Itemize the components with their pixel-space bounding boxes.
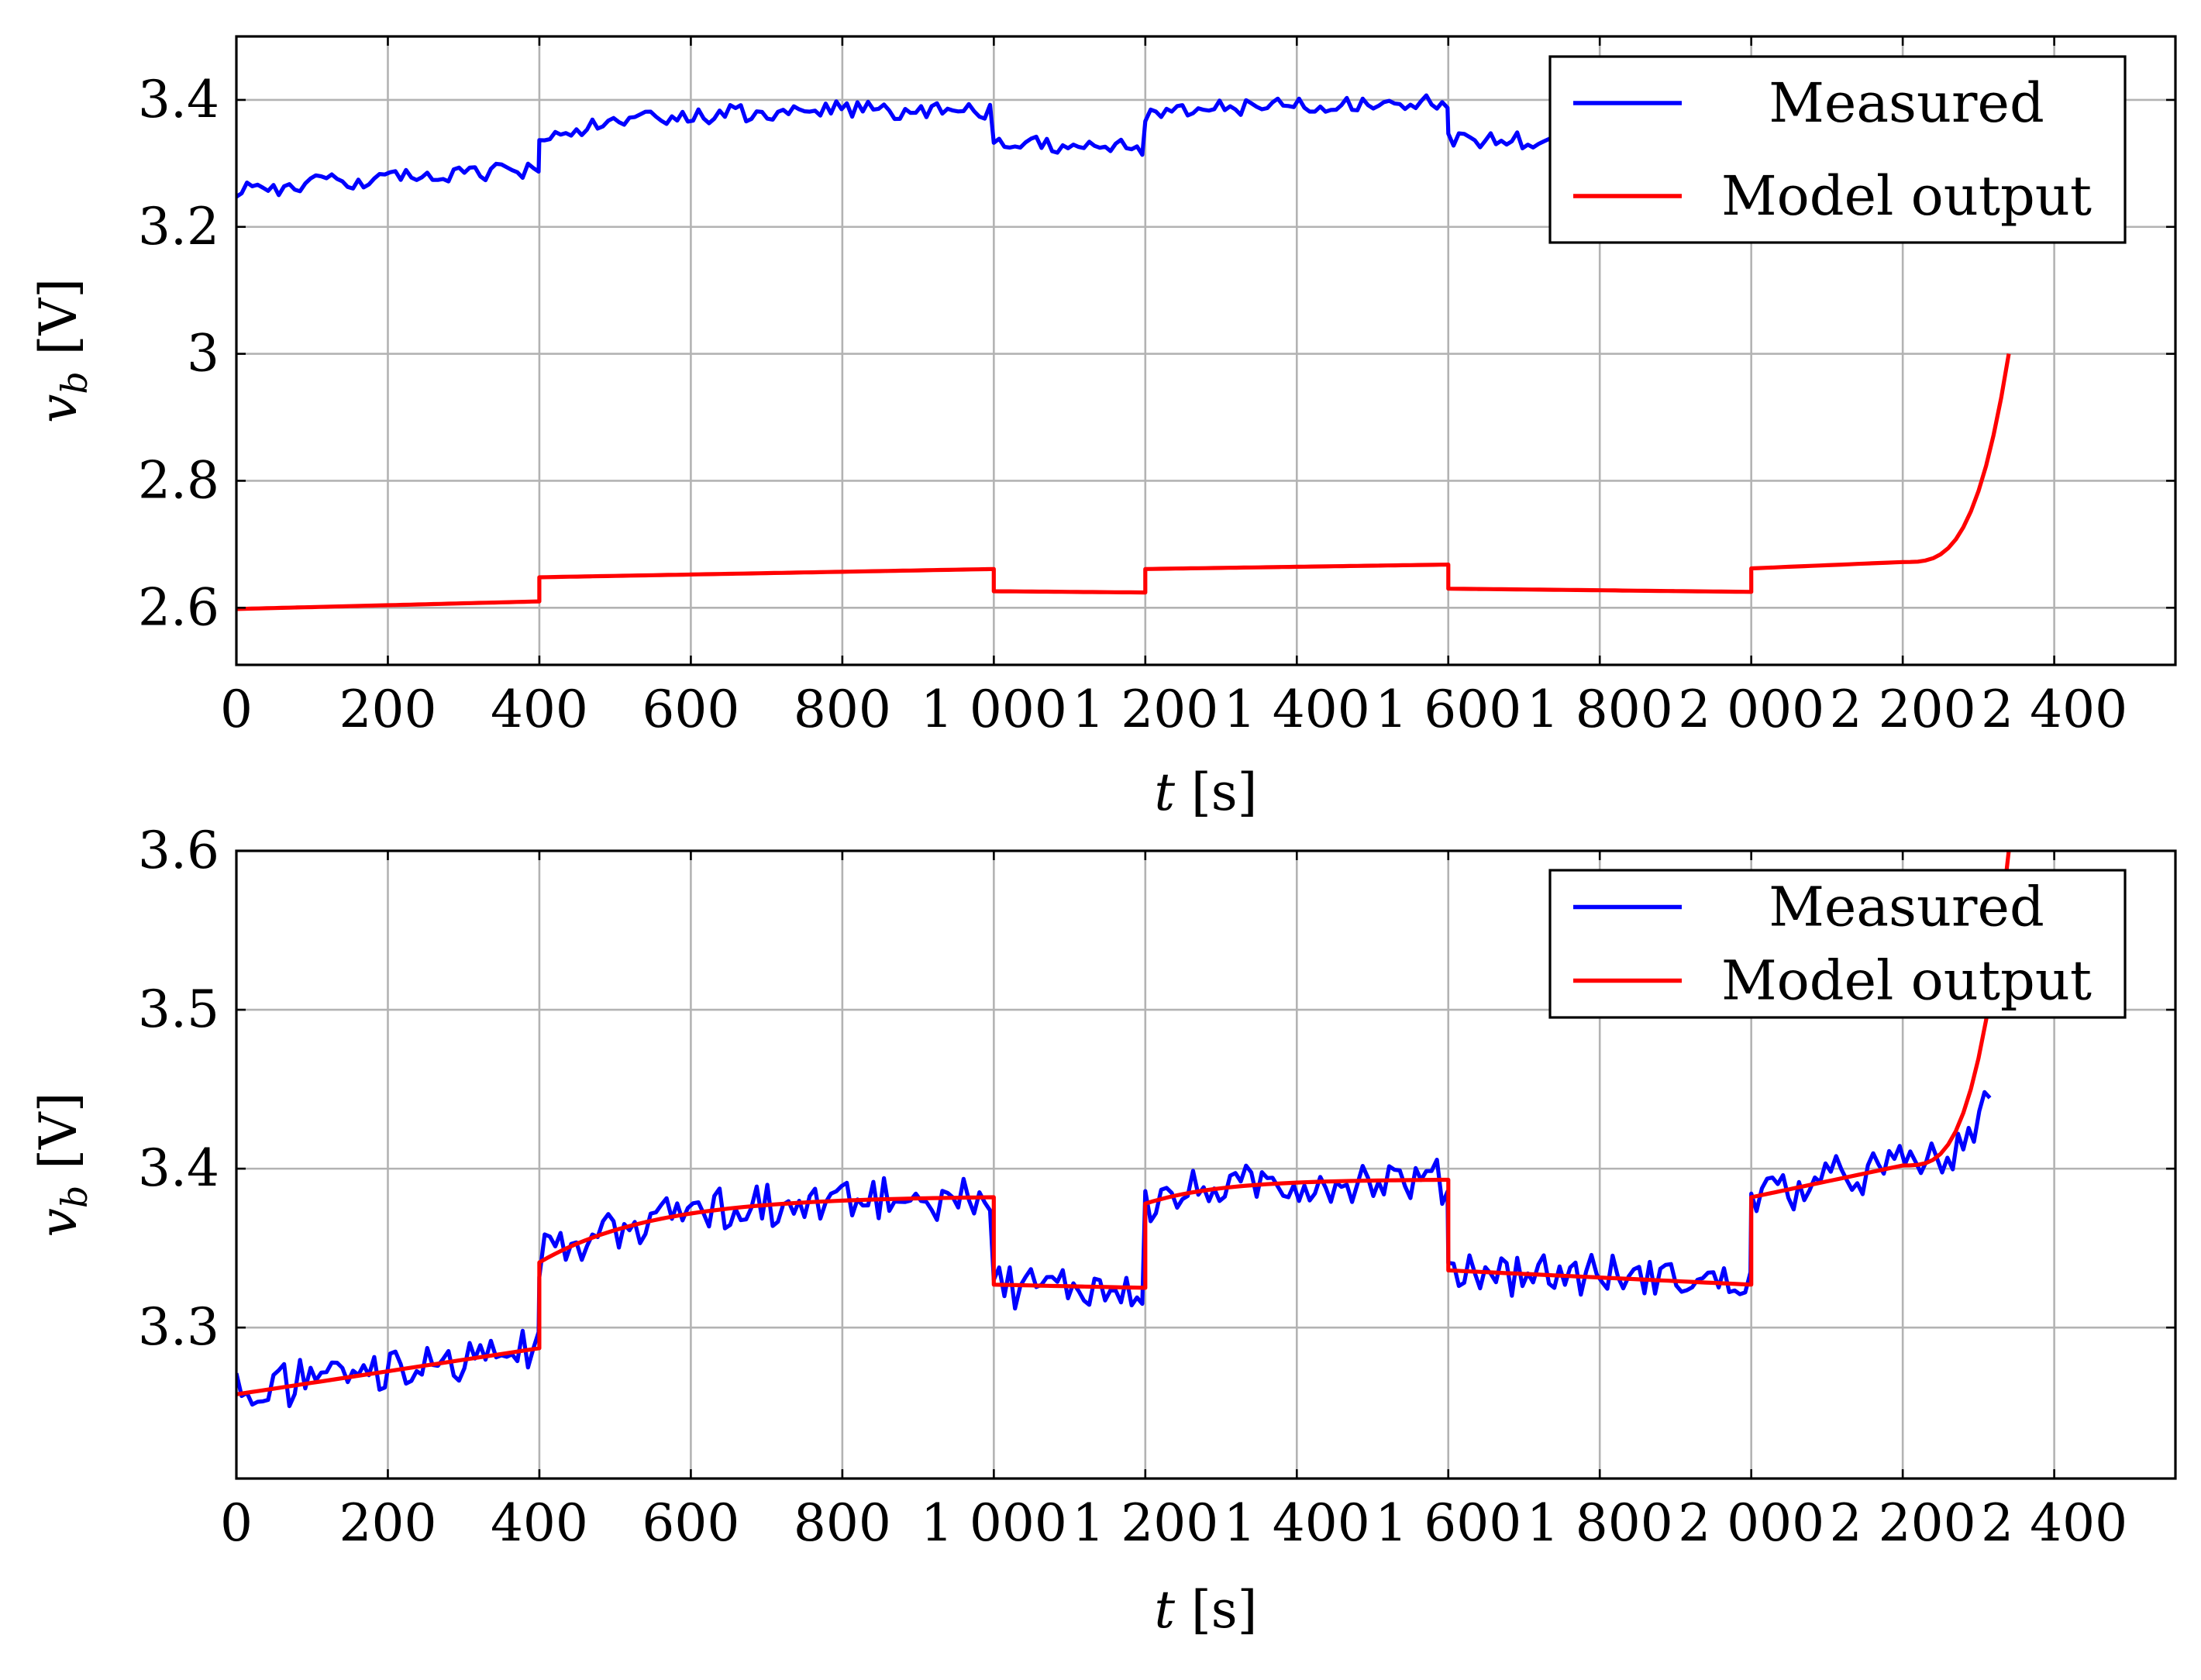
y-axis-label: vb [V] bbox=[29, 278, 95, 423]
x-tick-label: 2 200 bbox=[1830, 680, 1976, 739]
legend-measured-label: Measured bbox=[1769, 876, 2044, 939]
x-tick-label: 1 400 bbox=[1224, 1493, 1370, 1553]
y-tick-label: 3.2 bbox=[138, 197, 219, 256]
series-group bbox=[236, 851, 2011, 1409]
x-axis-label: t [s] bbox=[1155, 763, 1258, 822]
x-tick-label: 2 000 bbox=[1678, 1493, 1824, 1553]
y-tick-label: 3 bbox=[187, 324, 219, 384]
y-axis-variable: v bbox=[29, 394, 88, 423]
plot-frame bbox=[235, 35, 2177, 666]
x-tick-label: 200 bbox=[339, 1493, 436, 1553]
x-axis-unit: [s] bbox=[1175, 1580, 1257, 1640]
x-tick-label: 1 600 bbox=[1375, 1493, 1521, 1553]
plot-frame bbox=[235, 849, 2177, 1480]
y-tick-label: 3.4 bbox=[138, 1138, 219, 1198]
legend-model-label: Model output bbox=[1721, 164, 2092, 228]
y-axis-variable: v bbox=[29, 1208, 88, 1237]
x-tick-label: 2 200 bbox=[1830, 1493, 1976, 1553]
y-axis-label: vb [V] bbox=[29, 1093, 95, 1238]
model-output-series-line bbox=[236, 353, 2011, 611]
x-axis-unit: [s] bbox=[1175, 763, 1257, 822]
x-tick-label: 400 bbox=[491, 680, 588, 739]
y-axis-unit: [V] bbox=[29, 1093, 88, 1186]
x-tick-label: 400 bbox=[491, 1493, 588, 1553]
x-axis-variable: t bbox=[1155, 763, 1176, 822]
legend: Measured Model output bbox=[1548, 869, 2127, 1019]
legend-box bbox=[1548, 869, 2127, 1019]
x-tick-label: 200 bbox=[339, 680, 436, 739]
y-tick-label: 3.3 bbox=[138, 1297, 219, 1357]
y-tick-label: 3.6 bbox=[138, 821, 219, 880]
x-tick-label: 800 bbox=[794, 1493, 891, 1553]
y-tick-label: 2.6 bbox=[138, 577, 219, 637]
x-tick-label: 1 000 bbox=[921, 680, 1067, 739]
x-tick-label: 1 200 bbox=[1072, 1493, 1218, 1553]
x-tick-label: 2 000 bbox=[1678, 680, 1824, 739]
top-chart-panel: 0 200 400 600 800 1 000 1 200 1 400 1 600 1 800 2 … bbox=[29, 35, 2177, 822]
x-tick-label: 600 bbox=[642, 680, 739, 739]
x-tick-label: 1 800 bbox=[1527, 1493, 1673, 1553]
legend-measured-label: Measured bbox=[1769, 71, 2044, 135]
x-tick-label: 1 000 bbox=[921, 1493, 1067, 1553]
y-tick-label: 3.5 bbox=[138, 979, 219, 1039]
x-tick-label: 1 800 bbox=[1527, 680, 1673, 739]
measured-series-line bbox=[236, 1090, 1992, 1409]
x-tick-label: 0 bbox=[220, 1493, 253, 1553]
legend-model-label: Model output bbox=[1721, 949, 2092, 1013]
x-tick-label: 1 200 bbox=[1072, 680, 1218, 739]
model-output-series-line bbox=[236, 851, 2011, 1396]
x-tick-label: 1 600 bbox=[1375, 680, 1521, 739]
x-tick-label: 0 bbox=[220, 680, 253, 739]
x-tick-label: 1 400 bbox=[1224, 680, 1370, 739]
y-axis-subscript: b bbox=[53, 1186, 95, 1208]
x-axis-variable: t bbox=[1155, 1580, 1176, 1640]
bottom-chart-panel: 0 200 400 600 800 1 000 1 200 1 400 1 600 1 800 2 … bbox=[29, 821, 2177, 1640]
x-tick-label: 2 400 bbox=[1981, 680, 2127, 739]
y-axis-unit: [V] bbox=[29, 278, 88, 371]
x-tick-label: 800 bbox=[794, 680, 891, 739]
x-tick-label: 2 400 bbox=[1981, 1493, 2127, 1553]
x-axis-label: t [s] bbox=[1155, 1580, 1258, 1640]
legend: Measured Model output bbox=[1548, 55, 2127, 244]
legend-box bbox=[1548, 55, 2127, 244]
y-tick-label: 3.4 bbox=[138, 70, 219, 129]
y-axis-subscript: b bbox=[53, 371, 95, 394]
x-tick-label: 600 bbox=[642, 1493, 739, 1553]
y-tick-label: 2.8 bbox=[138, 450, 219, 510]
